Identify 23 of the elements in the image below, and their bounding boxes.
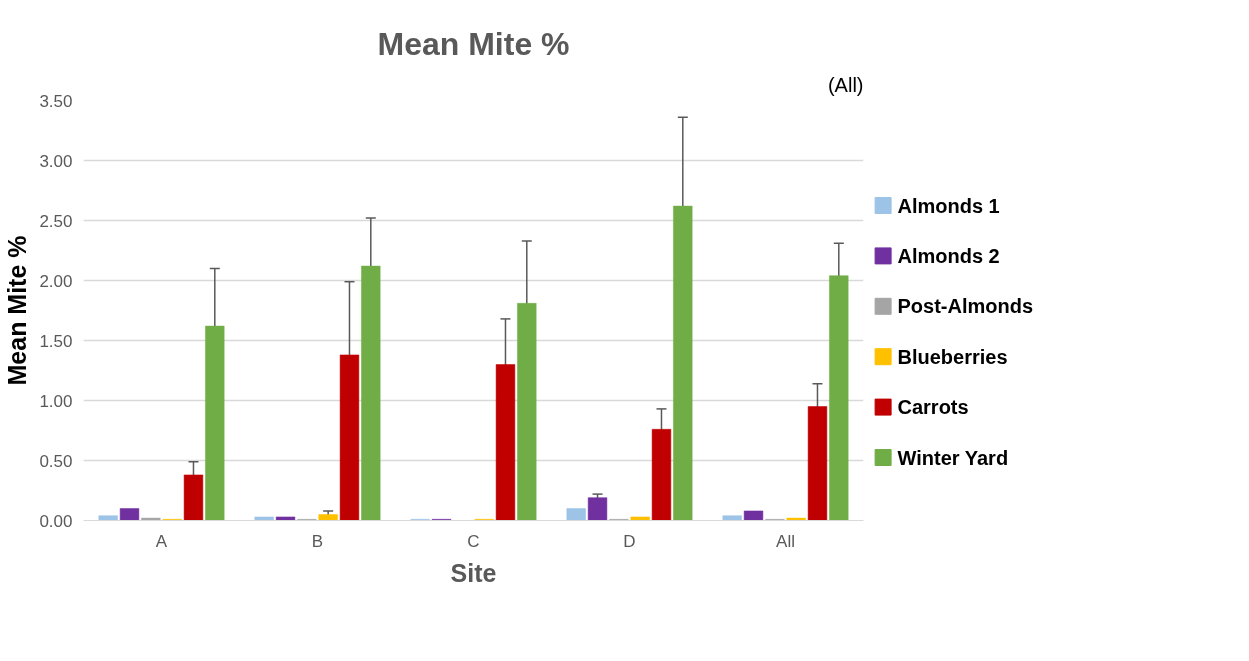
- y-tick-label: 2.50: [39, 211, 73, 231]
- x-tick-label: D: [623, 531, 636, 551]
- legend-label: Almonds 2: [897, 244, 1000, 267]
- text: (All): [827, 73, 864, 96]
- x-tick-label: B: [311, 531, 324, 551]
- y-tick-label: 1.50: [39, 331, 73, 351]
- legend-label: Winter Yard: [897, 446, 1009, 469]
- x-axis-title: Site: [450, 558, 497, 587]
- y-tick-label: 0.00: [39, 511, 73, 531]
- x-tick-label: A: [155, 531, 168, 551]
- y-tick-label: 3.00: [39, 151, 73, 171]
- legend-label: Almonds 1: [897, 194, 1000, 217]
- x-tick-label: All: [776, 531, 795, 551]
- y-tick-label: 0.50: [39, 451, 73, 471]
- legend-label: Blueberries: [897, 345, 1008, 368]
- legend-label: Post-Almonds: [897, 295, 1034, 318]
- y-tick-label: 1.00: [39, 391, 73, 411]
- chart-title: Mean Mite %: [377, 25, 570, 62]
- y-axis-title: Mean Mite %: [3, 235, 32, 386]
- legend-label: Carrots: [897, 396, 969, 419]
- y-tick-label: 3.50: [39, 91, 73, 111]
- x-tick-label: C: [467, 531, 480, 551]
- y-tick-label: 2.00: [39, 271, 73, 291]
